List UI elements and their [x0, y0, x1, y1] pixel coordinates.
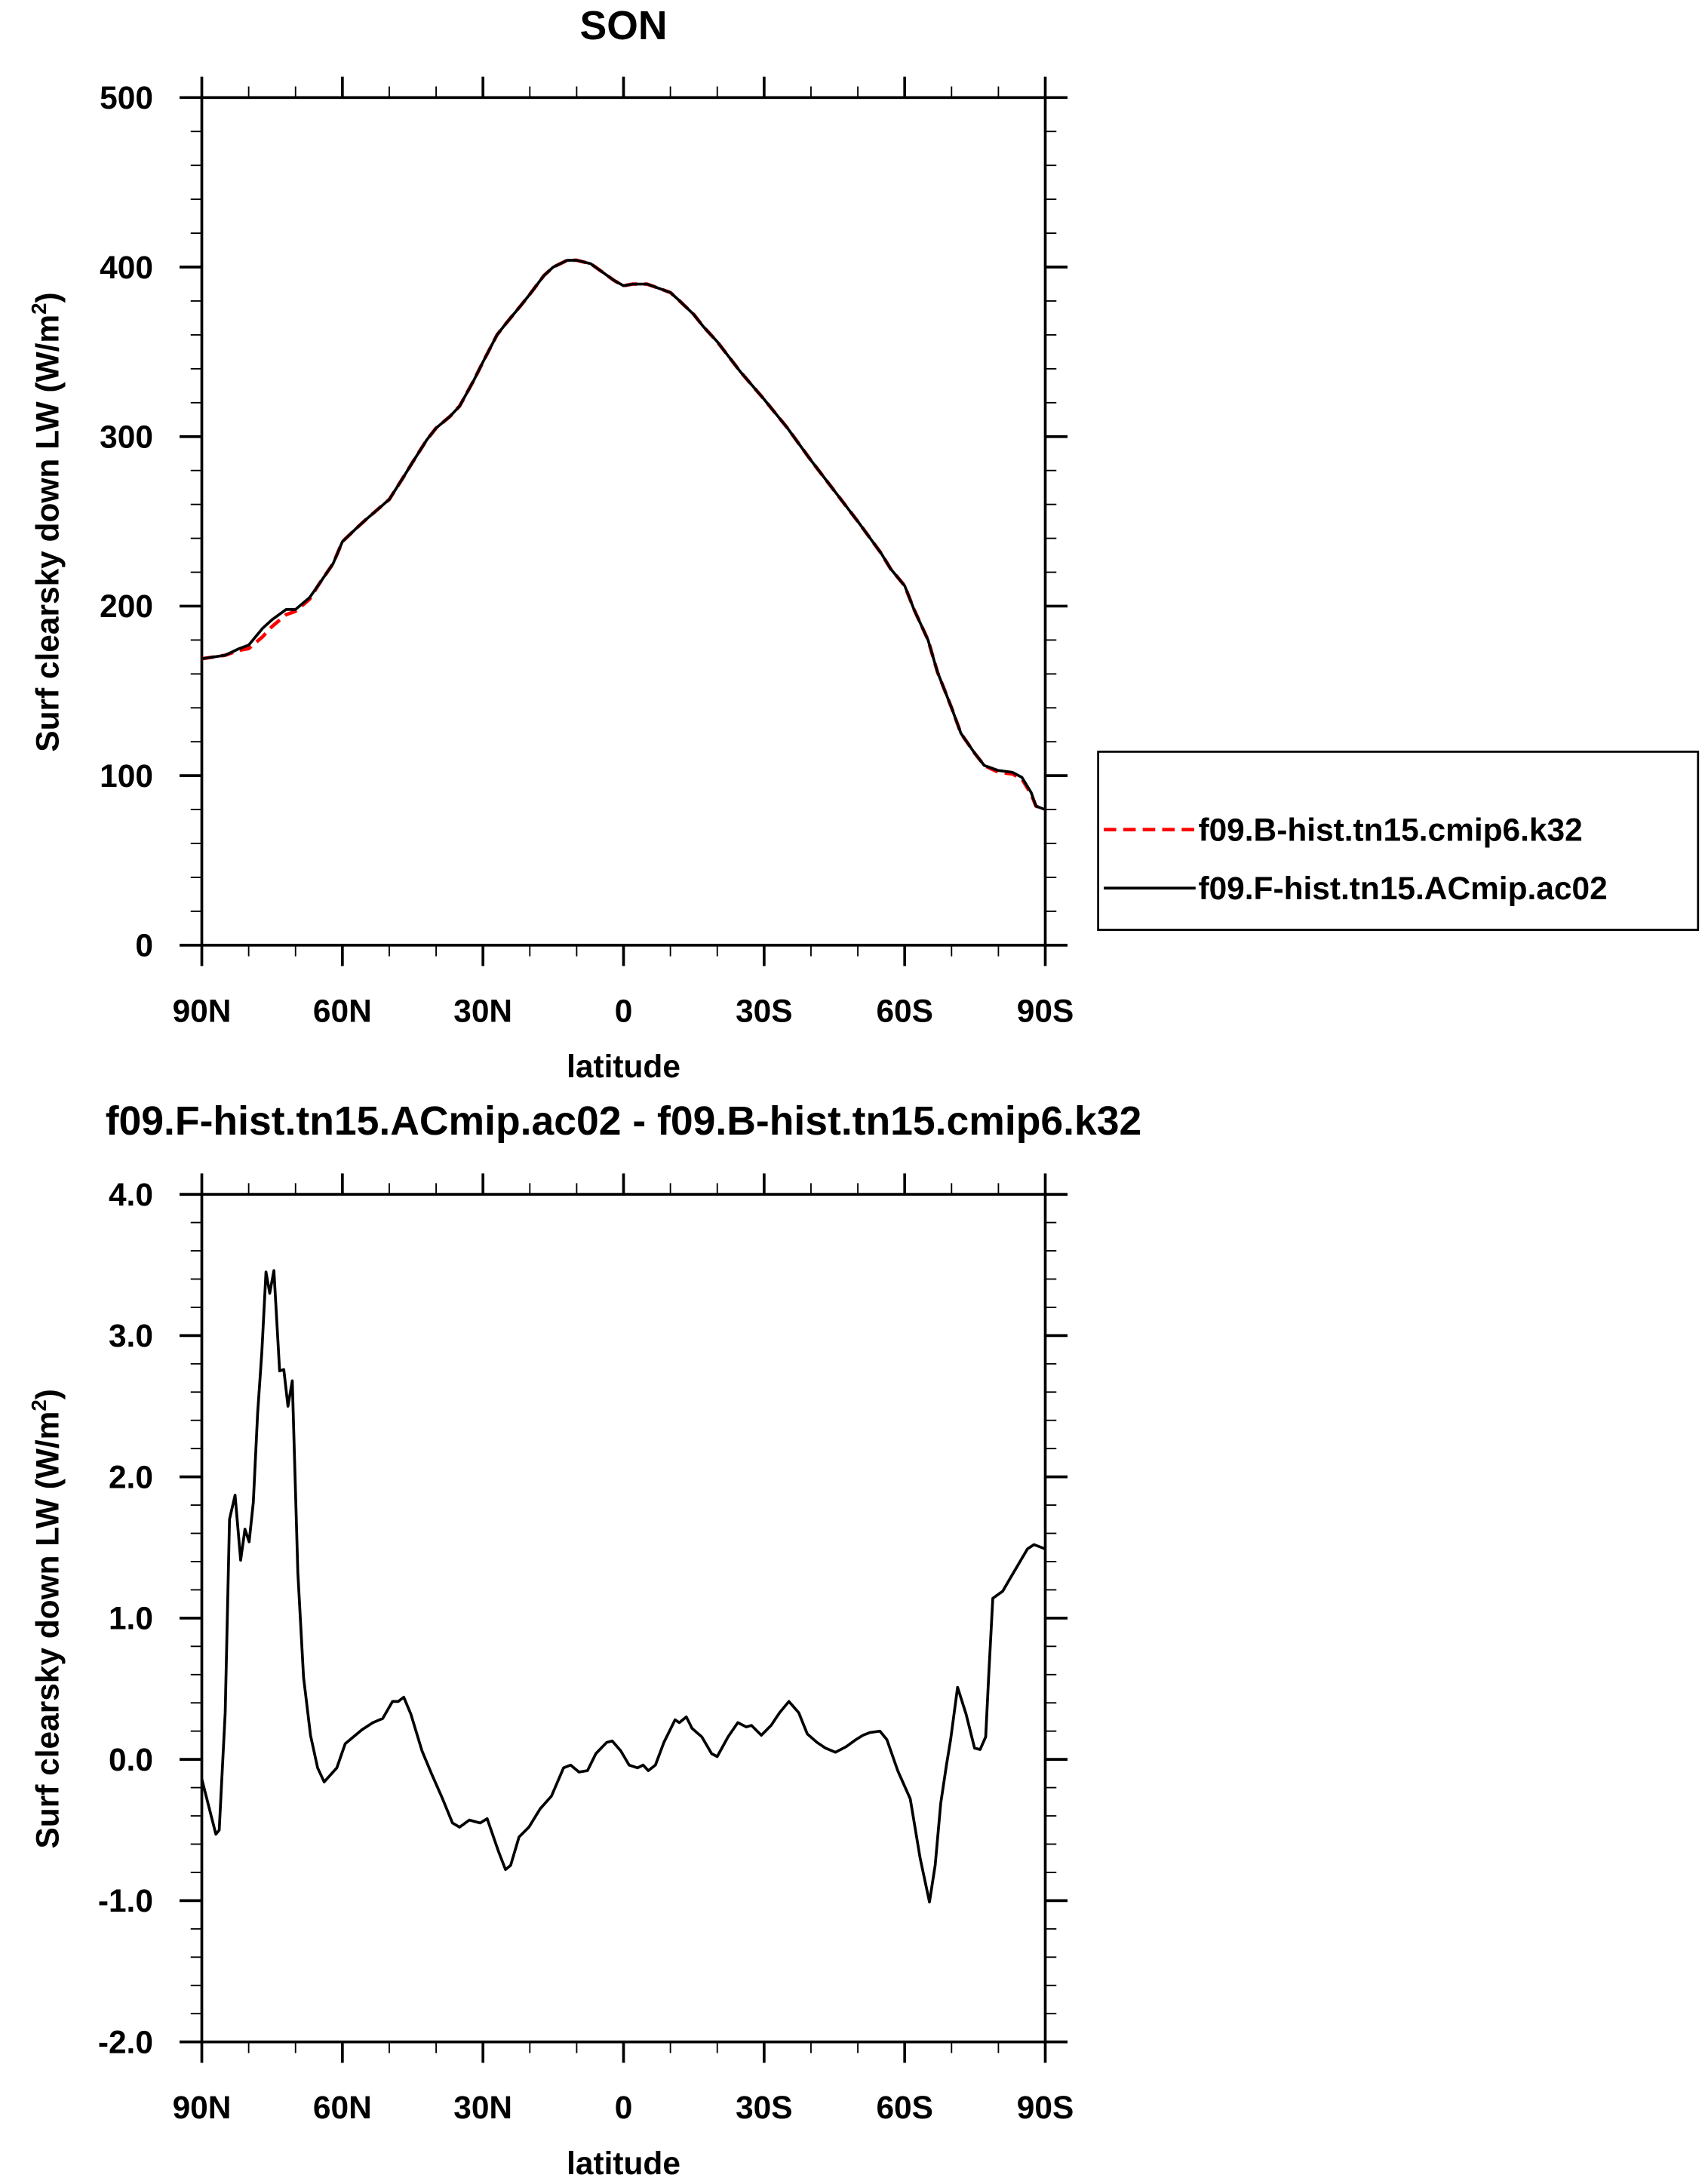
legend-label-b-hist: f09.B-hist.tn15.cmip6.k32 — [1198, 812, 1582, 847]
bottom-plot: f09.F-hist.tn15.ACmip.ac02 - f09.B-hist.… — [27, 1099, 1141, 2181]
top-plot-legend: f09.B-hist.tn15.cmip6.k32 f09.F-hist.tn1… — [1097, 751, 1700, 931]
top-plot-title: SON — [580, 4, 668, 48]
y-tick-label: 1.0 — [109, 1601, 153, 1636]
legend-label-f-hist: f09.F-hist.tn15.ACmip.ac02 — [1198, 871, 1607, 906]
y-axis-title-superscript: 2 — [27, 1399, 51, 1411]
y-tick-label: 400 — [100, 250, 153, 285]
y-tick-label: 3.0 — [109, 1318, 153, 1353]
top-plot-x-axis-title: latitude — [567, 1049, 680, 1084]
series-line-difference — [200, 1269, 1046, 1904]
x-tick-label: 30S — [736, 993, 792, 1028]
series-line-f09-f-hist-tn15-acmip-ac02 — [201, 259, 1046, 811]
bottom-plot-y-axis-title: Surf clearsky down LW (W/m2) — [27, 1389, 66, 1848]
top-plot-y-axis-title: Surf clearsky down LW (W/m2) — [27, 292, 66, 751]
y-tick-label: 300 — [100, 419, 153, 454]
x-tick-label: 90N — [173, 2090, 232, 2125]
y-tick-label: 0.0 — [109, 1742, 153, 1777]
x-tick-label: 90S — [1017, 993, 1074, 1028]
y-axis-title-text: Surf clearsky down LW (W/m — [29, 315, 65, 752]
plot-frame — [200, 96, 1047, 947]
x-tick-label: 60S — [876, 993, 932, 1028]
x-tick-label: 0 — [615, 993, 633, 1028]
bottom-plot-x-axis-title: latitude — [567, 2146, 680, 2181]
plot-frame — [200, 1193, 1047, 2044]
x-tick-label: 60N — [313, 993, 372, 1028]
axes: 90N 60N 30N 0 30S 60S 90S -2.0 -1.0 0.0 1.0 2.0 3.0 4… — [98, 1173, 1074, 2125]
x-tick-label: 90N — [173, 993, 232, 1028]
y-tick-label: -1.0 — [98, 1883, 153, 1918]
series-line-f09-b-hist-tn15-cmip6-k32 — [201, 258, 1046, 812]
x-tick-label: 30N — [453, 2090, 512, 2125]
y-tick-label: 100 — [100, 758, 153, 794]
x-tick-label: 30S — [736, 2090, 792, 2125]
x-tick-label: 90S — [1017, 2090, 1074, 2125]
y-tick-label: 200 — [100, 588, 153, 624]
axes: 90N 60N 30N 0 30S 60S 90S 0 100 200 300 400 500 — [100, 76, 1074, 1028]
y-tick-label: 4.0 — [109, 1177, 153, 1212]
y-tick-label: 2.0 — [109, 1459, 153, 1494]
x-tick-label: 60N — [313, 2090, 372, 2125]
x-tick-label: 30N — [453, 993, 512, 1028]
x-tick-label: 0 — [615, 2090, 633, 2125]
legend-box — [1097, 751, 1700, 931]
y-axis-title-suffix: ) — [29, 1389, 65, 1399]
y-tick-label: 500 — [100, 80, 153, 115]
top-plot: SON latitude Surf clearsky down LW (W/m2… — [27, 4, 1700, 1084]
y-tick-label: -2.0 — [98, 2024, 153, 2060]
x-tick-label: 60S — [876, 2090, 932, 2125]
bottom-plot-title: f09.F-hist.tn15.ACmip.ac02 - f09.B-hist.… — [106, 1099, 1142, 1144]
y-axis-title-suffix: ) — [29, 292, 65, 303]
y-axis-title-superscript: 2 — [27, 303, 51, 314]
y-axis-title-text: Surf clearsky down LW (W/m — [29, 1411, 65, 1849]
y-tick-label: 0 — [135, 928, 153, 963]
